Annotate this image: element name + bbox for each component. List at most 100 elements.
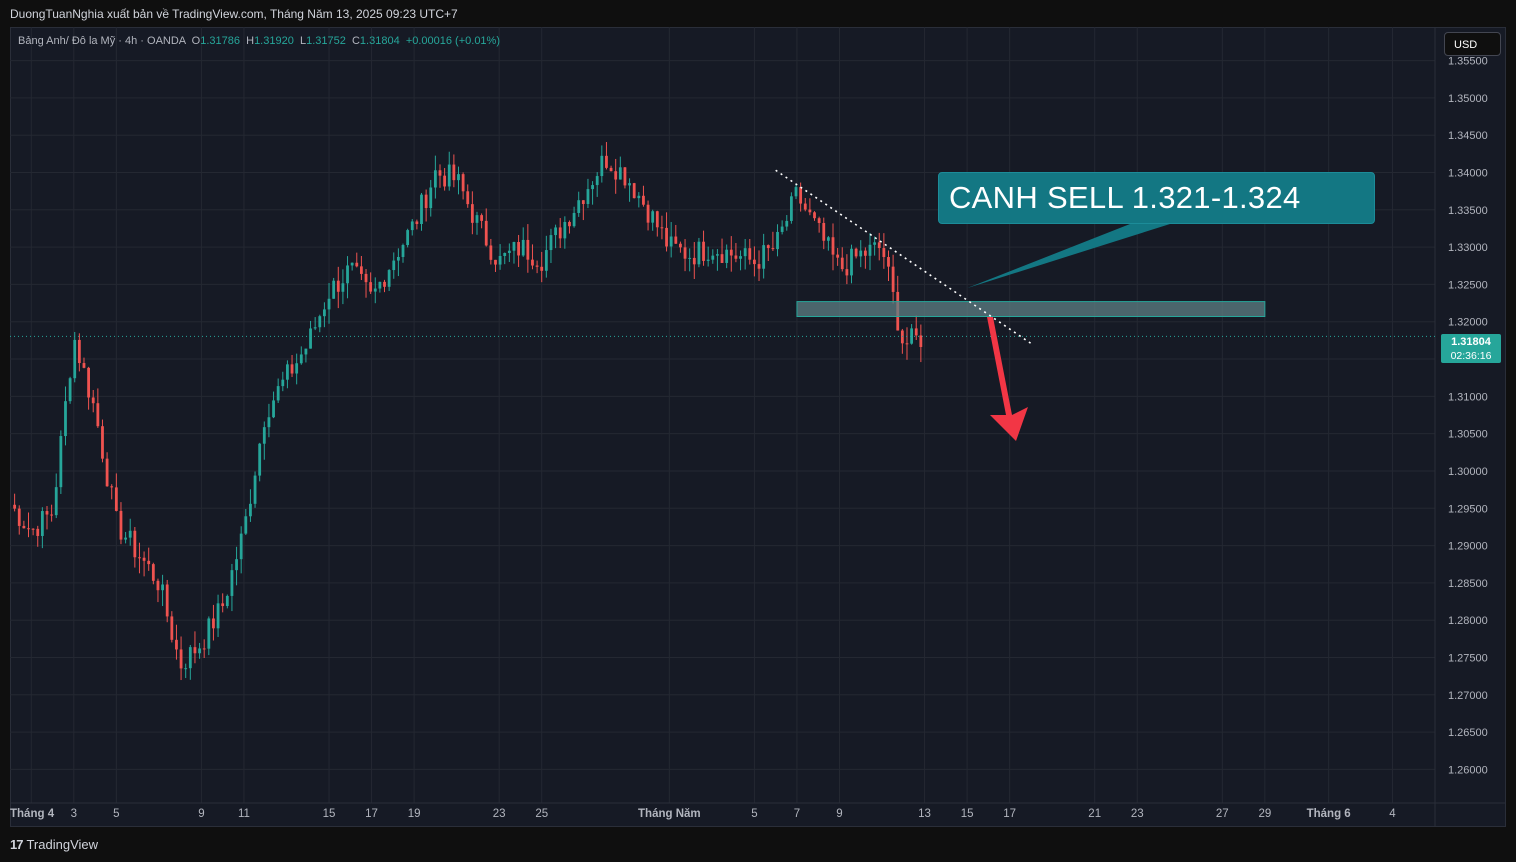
price-chart[interactable]: 1.35500 1.35000 1.34500 1.34000 1.33500 1.330… <box>10 27 1506 827</box>
candle-body <box>443 175 447 187</box>
time-tick-label: 19 <box>408 808 421 820</box>
candle-body <box>826 237 830 241</box>
candle-body <box>235 559 238 571</box>
legend-low-label: L <box>299 35 307 47</box>
candle-body <box>13 504 17 509</box>
candle-body <box>919 335 923 347</box>
candle-body <box>873 242 877 245</box>
time-tick-label: 9 <box>836 808 842 820</box>
candle-body <box>850 248 853 276</box>
candle-body <box>244 516 248 534</box>
tradingview-logo-icon: 17 <box>10 837 24 852</box>
candle-body <box>480 215 484 221</box>
annotation-pointer <box>967 224 1170 289</box>
candle-body <box>706 259 710 261</box>
candle-body <box>304 348 308 355</box>
candle-body <box>794 187 798 197</box>
candle-body <box>836 254 840 258</box>
legend-open-value: 1.31786 <box>200 35 240 47</box>
candle-body <box>813 212 816 219</box>
candle-body <box>489 245 493 260</box>
candle-body <box>507 250 511 253</box>
candle-body <box>628 183 631 186</box>
candle-body <box>438 170 442 176</box>
tradingview-logo[interactable]: 17 TradingView <box>10 837 98 852</box>
candle-body <box>484 220 488 246</box>
price-tick-label: 1.33500 <box>1448 205 1488 217</box>
time-tick-label: Tháng 6 <box>1307 808 1351 820</box>
candle-body <box>64 401 67 437</box>
sell-annotation[interactable]: CANH SELL 1.321-1.324 <box>938 172 1375 224</box>
candle-body <box>887 257 890 267</box>
candle-body <box>267 417 271 428</box>
candle-body <box>142 557 146 561</box>
currency-button[interactable]: USD <box>1444 32 1501 56</box>
candle-body <box>563 221 567 239</box>
candle-body <box>452 164 456 181</box>
candle-body <box>688 257 692 259</box>
candle-body <box>188 647 192 669</box>
candle-body <box>147 560 151 565</box>
candle-body <box>225 595 229 607</box>
candle-body <box>757 264 761 269</box>
candle-body <box>364 273 368 283</box>
candle-body <box>410 221 414 231</box>
candle-body <box>716 254 719 256</box>
candle-body <box>54 487 58 516</box>
candle-body <box>17 508 21 526</box>
candle-body <box>429 187 433 209</box>
candle-body <box>327 298 331 310</box>
candle-body <box>549 235 553 251</box>
candle-body <box>193 647 197 654</box>
candle-body <box>359 266 363 274</box>
candle-body <box>739 256 742 259</box>
candle-body <box>868 244 872 256</box>
candle-body <box>401 245 405 257</box>
candle-body <box>124 537 127 540</box>
candle-body <box>725 249 729 263</box>
candle-body <box>803 203 807 210</box>
candle-body <box>59 436 63 488</box>
candle-body <box>642 195 645 205</box>
candle-body <box>341 283 345 292</box>
candle-body <box>762 245 766 269</box>
chart-frame[interactable] <box>10 27 1506 827</box>
candle-body <box>138 557 141 559</box>
legend-low-value: 1.31752 <box>306 35 346 47</box>
candle-body <box>40 511 44 536</box>
candle-body <box>415 221 419 225</box>
candle-body <box>336 280 340 292</box>
candle-body <box>692 257 696 265</box>
footer: 17 TradingView <box>0 828 1516 862</box>
candle-body <box>494 259 497 265</box>
candle-body <box>470 204 474 223</box>
price-tick-label: 1.34500 <box>1448 130 1488 142</box>
candle-body <box>313 327 317 329</box>
candle-body <box>711 255 715 260</box>
candle-body <box>863 250 867 256</box>
candle-body <box>212 618 215 629</box>
candle-body <box>77 339 81 364</box>
candle-body <box>406 230 410 246</box>
price-tick-label: 1.28000 <box>1448 615 1488 627</box>
time-tick-label: 27 <box>1216 808 1229 820</box>
legend-change: +0.00016 (+0.01%) <box>405 35 500 47</box>
price-tick-label: 1.31000 <box>1448 391 1488 403</box>
candle-body <box>350 262 354 266</box>
candle-body <box>789 196 793 221</box>
symbol-legend: Bảng Anh/ Đô la Mỹ · 4h · OANDA O1.31786… <box>18 35 500 47</box>
candle-body <box>216 603 220 629</box>
candle-body <box>249 503 252 517</box>
candle-body <box>702 241 705 261</box>
time-tick-label: 17 <box>365 808 378 820</box>
candle-body <box>517 242 520 256</box>
candle-body <box>808 209 812 213</box>
candle-body <box>822 222 826 241</box>
candle-body <box>221 603 225 607</box>
candle-body <box>355 262 359 267</box>
candle-body <box>660 227 664 229</box>
candle-body <box>854 248 858 257</box>
candle-body <box>753 259 756 265</box>
candle-body <box>498 255 502 265</box>
candle-body <box>73 339 77 379</box>
